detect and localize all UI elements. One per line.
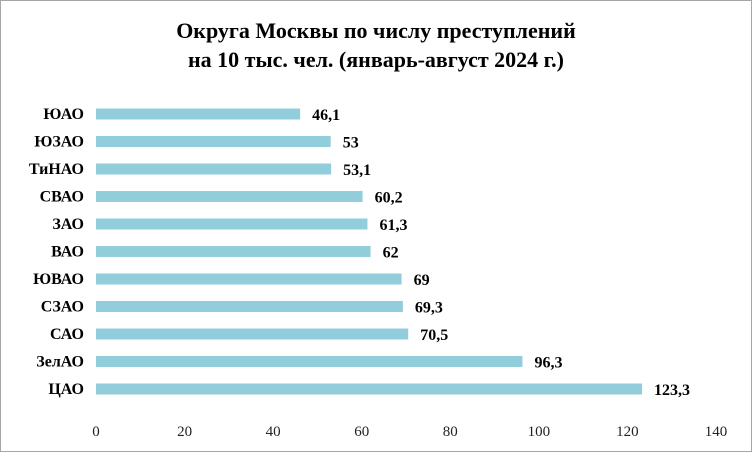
chart-title: Округа Москвы по числу преступлений на 1… xyxy=(0,16,752,74)
x-tick-label: 60 xyxy=(354,424,369,440)
x-tick-label: 120 xyxy=(616,424,639,440)
category-label: ЗелАО xyxy=(36,354,84,371)
category-label: ЮВАО xyxy=(33,271,84,288)
category-label: ЮАО xyxy=(43,106,84,123)
value-label: 69 xyxy=(414,272,430,289)
x-tick-label: 140 xyxy=(705,424,728,440)
chart-title-line-1: Округа Москвы по числу преступлений xyxy=(176,18,576,43)
value-label: 61,3 xyxy=(379,217,407,234)
bar xyxy=(96,328,409,340)
value-label: 96,3 xyxy=(534,355,562,372)
value-label: 69,3 xyxy=(415,300,443,317)
x-tick-label: 20 xyxy=(177,424,192,440)
value-label: 62 xyxy=(383,245,399,262)
x-tick-label: 100 xyxy=(528,424,551,440)
value-label: 60,2 xyxy=(375,190,403,207)
category-label: СВАО xyxy=(40,189,84,206)
bar xyxy=(96,108,301,120)
bar xyxy=(96,356,523,367)
x-tick-label: 80 xyxy=(443,424,458,440)
x-tick-label: 40 xyxy=(266,424,281,440)
value-label: 46,1 xyxy=(312,107,340,124)
bar xyxy=(96,136,331,147)
bar xyxy=(96,218,368,230)
value-label: 123,3 xyxy=(654,382,690,399)
chart-title-line-2: на 10 тыс. чел. (январь-август 2024 г.) xyxy=(187,47,565,72)
bar xyxy=(96,301,403,312)
category-label: ВАО xyxy=(51,244,84,261)
category-label: ЗАО xyxy=(52,216,84,233)
bar xyxy=(96,163,332,175)
category-label: ТиНАО xyxy=(29,161,84,178)
bar xyxy=(96,273,402,285)
x-tick-label: 0 xyxy=(92,424,100,440)
category-label: САО xyxy=(50,326,84,343)
category-label: ЦАО xyxy=(48,381,84,398)
bar xyxy=(96,191,363,202)
category-label: ЮЗАО xyxy=(34,134,84,151)
category-label: СЗАО xyxy=(41,299,84,316)
bar xyxy=(96,246,371,257)
bar xyxy=(96,383,643,395)
value-label: 53,1 xyxy=(343,162,371,179)
value-label: 70,5 xyxy=(420,327,448,344)
value-label: 53 xyxy=(343,135,359,152)
